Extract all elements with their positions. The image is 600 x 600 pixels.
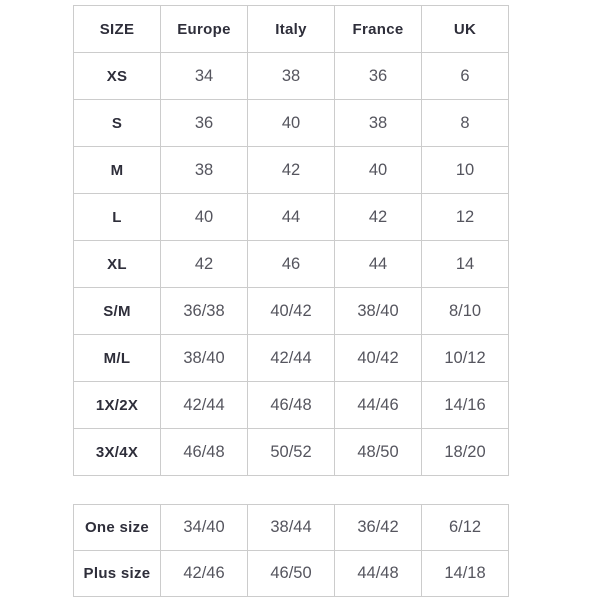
size-value-cell: 38/40 (334, 287, 422, 335)
size-conversion-area: SIZE Europe Italy France UK XS 34 38 36 6 S 36 40 38… (73, 5, 509, 597)
table-row: M/L 38/40 42/44 40/42 10/12 (73, 334, 509, 382)
row-label: M/L (73, 334, 161, 382)
size-value-cell: 38 (334, 99, 422, 147)
size-value-cell: 40/42 (334, 334, 422, 382)
table-row: 1X/2X 42/44 46/48 44/46 14/16 (73, 381, 509, 429)
size-table-body: XS 34 38 36 6 S 36 40 38 8 M 38 42 40 10 L 40 44 42 12 XL 42 4… (73, 52, 509, 476)
size-value-cell: 36 (160, 99, 248, 147)
size-value-cell: 44/46 (334, 381, 422, 429)
column-header-uk: UK (421, 5, 509, 53)
size-conversion-table: SIZE Europe Italy France UK XS 34 38 36 6 S 36 40 38… (73, 5, 509, 476)
table-row: XS 34 38 36 6 (73, 52, 509, 100)
size-value-cell: 42 (334, 193, 422, 241)
size-value-cell: 14/16 (421, 381, 509, 429)
size-value-cell: 42/46 (160, 550, 248, 597)
size-value-cell: 8/10 (421, 287, 509, 335)
size-value-cell: 38 (247, 52, 335, 100)
column-header-france: France (334, 5, 422, 53)
table-row: Plus size 42/46 46/50 44/48 14/18 (73, 550, 509, 597)
size-value-cell: 44 (247, 193, 335, 241)
row-label: Plus size (73, 550, 161, 597)
row-label: One size (73, 504, 161, 551)
size-value-cell: 44/48 (334, 550, 422, 597)
row-label: 1X/2X (73, 381, 161, 429)
size-table-header: SIZE Europe Italy France UK (73, 5, 509, 53)
size-value-cell: 36/38 (160, 287, 248, 335)
size-value-cell: 38/40 (160, 334, 248, 382)
size-value-cell: 40 (160, 193, 248, 241)
size-value-cell: 6/12 (421, 504, 509, 551)
row-label: S (73, 99, 161, 147)
size-value-cell: 36 (334, 52, 422, 100)
size-value-cell: 40 (247, 99, 335, 147)
table-row: One size 34/40 38/44 36/42 6/12 (73, 504, 509, 551)
size-value-cell: 48/50 (334, 428, 422, 476)
size-value-cell: 42/44 (160, 381, 248, 429)
size-value-cell: 8 (421, 99, 509, 147)
size-value-cell: 46 (247, 240, 335, 288)
size-value-cell: 42/44 (247, 334, 335, 382)
table-row: XL 42 46 44 14 (73, 240, 509, 288)
size-value-cell: 50/52 (247, 428, 335, 476)
size-value-cell: 46/50 (247, 550, 335, 597)
onesize-table-body: One size 34/40 38/44 36/42 6/12 Plus size 42/4… (73, 504, 509, 597)
row-label: L (73, 193, 161, 241)
size-value-cell: 38 (160, 146, 248, 194)
size-value-cell: 10 (421, 146, 509, 194)
table-row: M 38 42 40 10 (73, 146, 509, 194)
size-value-cell: 44 (334, 240, 422, 288)
column-header-europe: Europe (160, 5, 248, 53)
size-value-cell: 40/42 (247, 287, 335, 335)
size-value-cell: 12 (421, 193, 509, 241)
row-label: 3X/4X (73, 428, 161, 476)
onesize-conversion-table: One size 34/40 38/44 36/42 6/12 Plus size 42/4… (73, 504, 509, 597)
size-value-cell: 6 (421, 52, 509, 100)
size-value-cell: 18/20 (421, 428, 509, 476)
row-label: XS (73, 52, 161, 100)
size-value-cell: 34/40 (160, 504, 248, 551)
size-value-cell: 36/42 (334, 504, 422, 551)
column-header-italy: Italy (247, 5, 335, 53)
size-value-cell: 14 (421, 240, 509, 288)
size-value-cell: 10/12 (421, 334, 509, 382)
row-label: S/M (73, 287, 161, 335)
size-value-cell: 40 (334, 146, 422, 194)
size-value-cell: 38/44 (247, 504, 335, 551)
table-row: S/M 36/38 40/42 38/40 8/10 (73, 287, 509, 335)
size-value-cell: 14/18 (421, 550, 509, 597)
row-label: M (73, 146, 161, 194)
size-value-cell: 46/48 (160, 428, 248, 476)
size-value-cell: 42 (247, 146, 335, 194)
table-row: S 36 40 38 8 (73, 99, 509, 147)
table-row: L 40 44 42 12 (73, 193, 509, 241)
row-label: XL (73, 240, 161, 288)
column-header-size: SIZE (73, 5, 161, 53)
table-row: 3X/4X 46/48 50/52 48/50 18/20 (73, 428, 509, 476)
header-row: SIZE Europe Italy France UK (73, 5, 509, 53)
size-value-cell: 34 (160, 52, 248, 100)
size-value-cell: 42 (160, 240, 248, 288)
size-value-cell: 46/48 (247, 381, 335, 429)
